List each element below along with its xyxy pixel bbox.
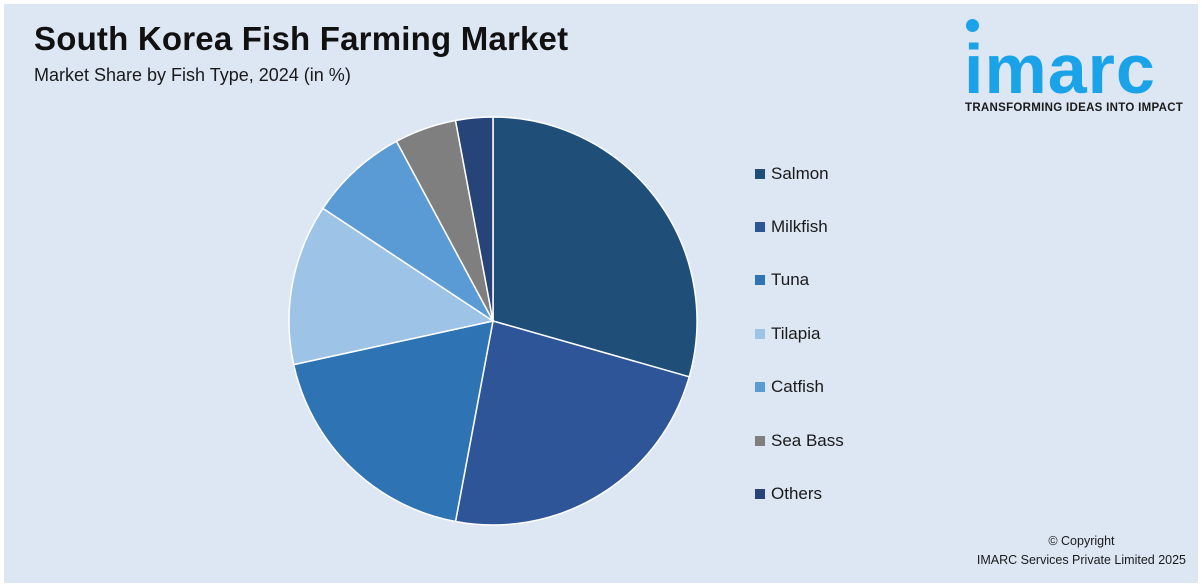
legend-item-salmon: Salmon (755, 147, 844, 200)
legend-label: Tuna (771, 270, 810, 290)
legend-item-tilapia: Tilapia (755, 307, 844, 360)
chart-legend: Salmon Milkfish Tuna Tilapia Catfish Sea Bass… (755, 164, 844, 521)
legend-item-sea-bass: Sea Bass (755, 414, 844, 467)
legend-item-milkfish: Milkfish (755, 200, 844, 253)
legend-label: Salmon (771, 163, 829, 183)
copyright-line-2: IMARC Services Private Limited 2025 (976, 553, 1186, 567)
pie-slice-others (454, 116, 494, 322)
legend-label: Sea Bass (771, 430, 844, 450)
copyright: © Copyright IMARC Services Private Limit… (977, 532, 1186, 570)
legend-swatch (755, 382, 765, 393)
legend-swatch (755, 328, 765, 339)
legend-label: Catfish (771, 377, 824, 397)
logo-dot-icon (966, 19, 979, 32)
legend-swatch (755, 275, 765, 286)
pie-slice-milkfish (454, 320, 691, 526)
legend-item-tuna: Tuna (755, 254, 844, 307)
chart-subtitle: Market Share by Fish Type, 2024 (in %) (34, 65, 351, 85)
copyright-line-1: © Copyright (1048, 534, 1115, 548)
legend-swatch (755, 222, 765, 233)
chart-title: South Korea Fish Farming Market (34, 20, 569, 57)
legend-swatch (755, 489, 765, 500)
pie-slice-tilapia (288, 207, 495, 366)
legend-swatch (755, 435, 765, 446)
legend-item-others: Others (755, 467, 844, 520)
logo-tagline: TRANSFORMING IDEAS INTO IMPACT (965, 102, 1184, 114)
pie-slice-salmon (492, 116, 698, 378)
legend-item-catfish: Catfish (755, 361, 844, 414)
pie-slice-tuna (292, 320, 494, 523)
imarc-logo: imarc TRANSFORMING IDEAS INTO IMPACT (962, 18, 1194, 118)
legend-label: Milkfish (771, 217, 828, 237)
pie-slice-catfish (321, 140, 494, 322)
legend-label: Others (771, 484, 823, 504)
legend-swatch (755, 168, 765, 179)
legend-label: Tilapia (771, 323, 821, 343)
logo-wordmark: imarc (964, 30, 1156, 108)
